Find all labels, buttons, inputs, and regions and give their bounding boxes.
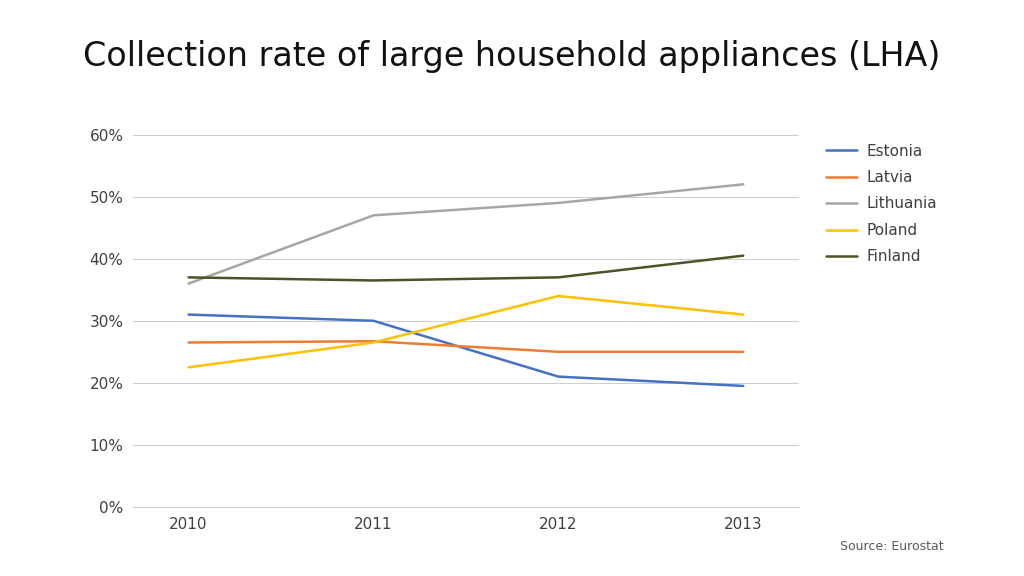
- Latvia: [552, 348, 564, 355]
- Line: Estonia: Estonia: [188, 314, 743, 386]
- Legend: Estonia, Latvia, Lithuania, Poland, Finland: Estonia, Latvia, Lithuania, Poland, Finl…: [826, 143, 937, 264]
- Line: Finland: Finland: [188, 256, 743, 281]
- Finland: [368, 277, 380, 284]
- Lithuania: [552, 199, 564, 206]
- Estonia: [552, 373, 564, 380]
- Text: Collection rate of large household appliances (LHA): Collection rate of large household appli…: [83, 40, 941, 73]
- Latvia: [737, 348, 750, 355]
- Poland: [368, 339, 380, 346]
- Estonia: [182, 311, 195, 318]
- Poland: [552, 293, 564, 300]
- Latvia: [368, 338, 380, 344]
- Estonia: [737, 382, 750, 389]
- Lithuania: [182, 280, 195, 287]
- Latvia: [182, 339, 195, 346]
- Finland: [552, 274, 564, 281]
- Finland: [737, 252, 750, 259]
- Poland: [737, 311, 750, 318]
- Poland: [182, 364, 195, 371]
- Lithuania: [737, 181, 750, 188]
- Finland: [182, 274, 195, 281]
- Line: Poland: Poland: [188, 296, 743, 367]
- Text: Source: Eurostat: Source: Eurostat: [840, 540, 943, 553]
- Line: Latvia: Latvia: [188, 341, 743, 352]
- Line: Lithuania: Lithuania: [188, 184, 743, 283]
- Lithuania: [368, 212, 380, 219]
- Estonia: [368, 317, 380, 324]
